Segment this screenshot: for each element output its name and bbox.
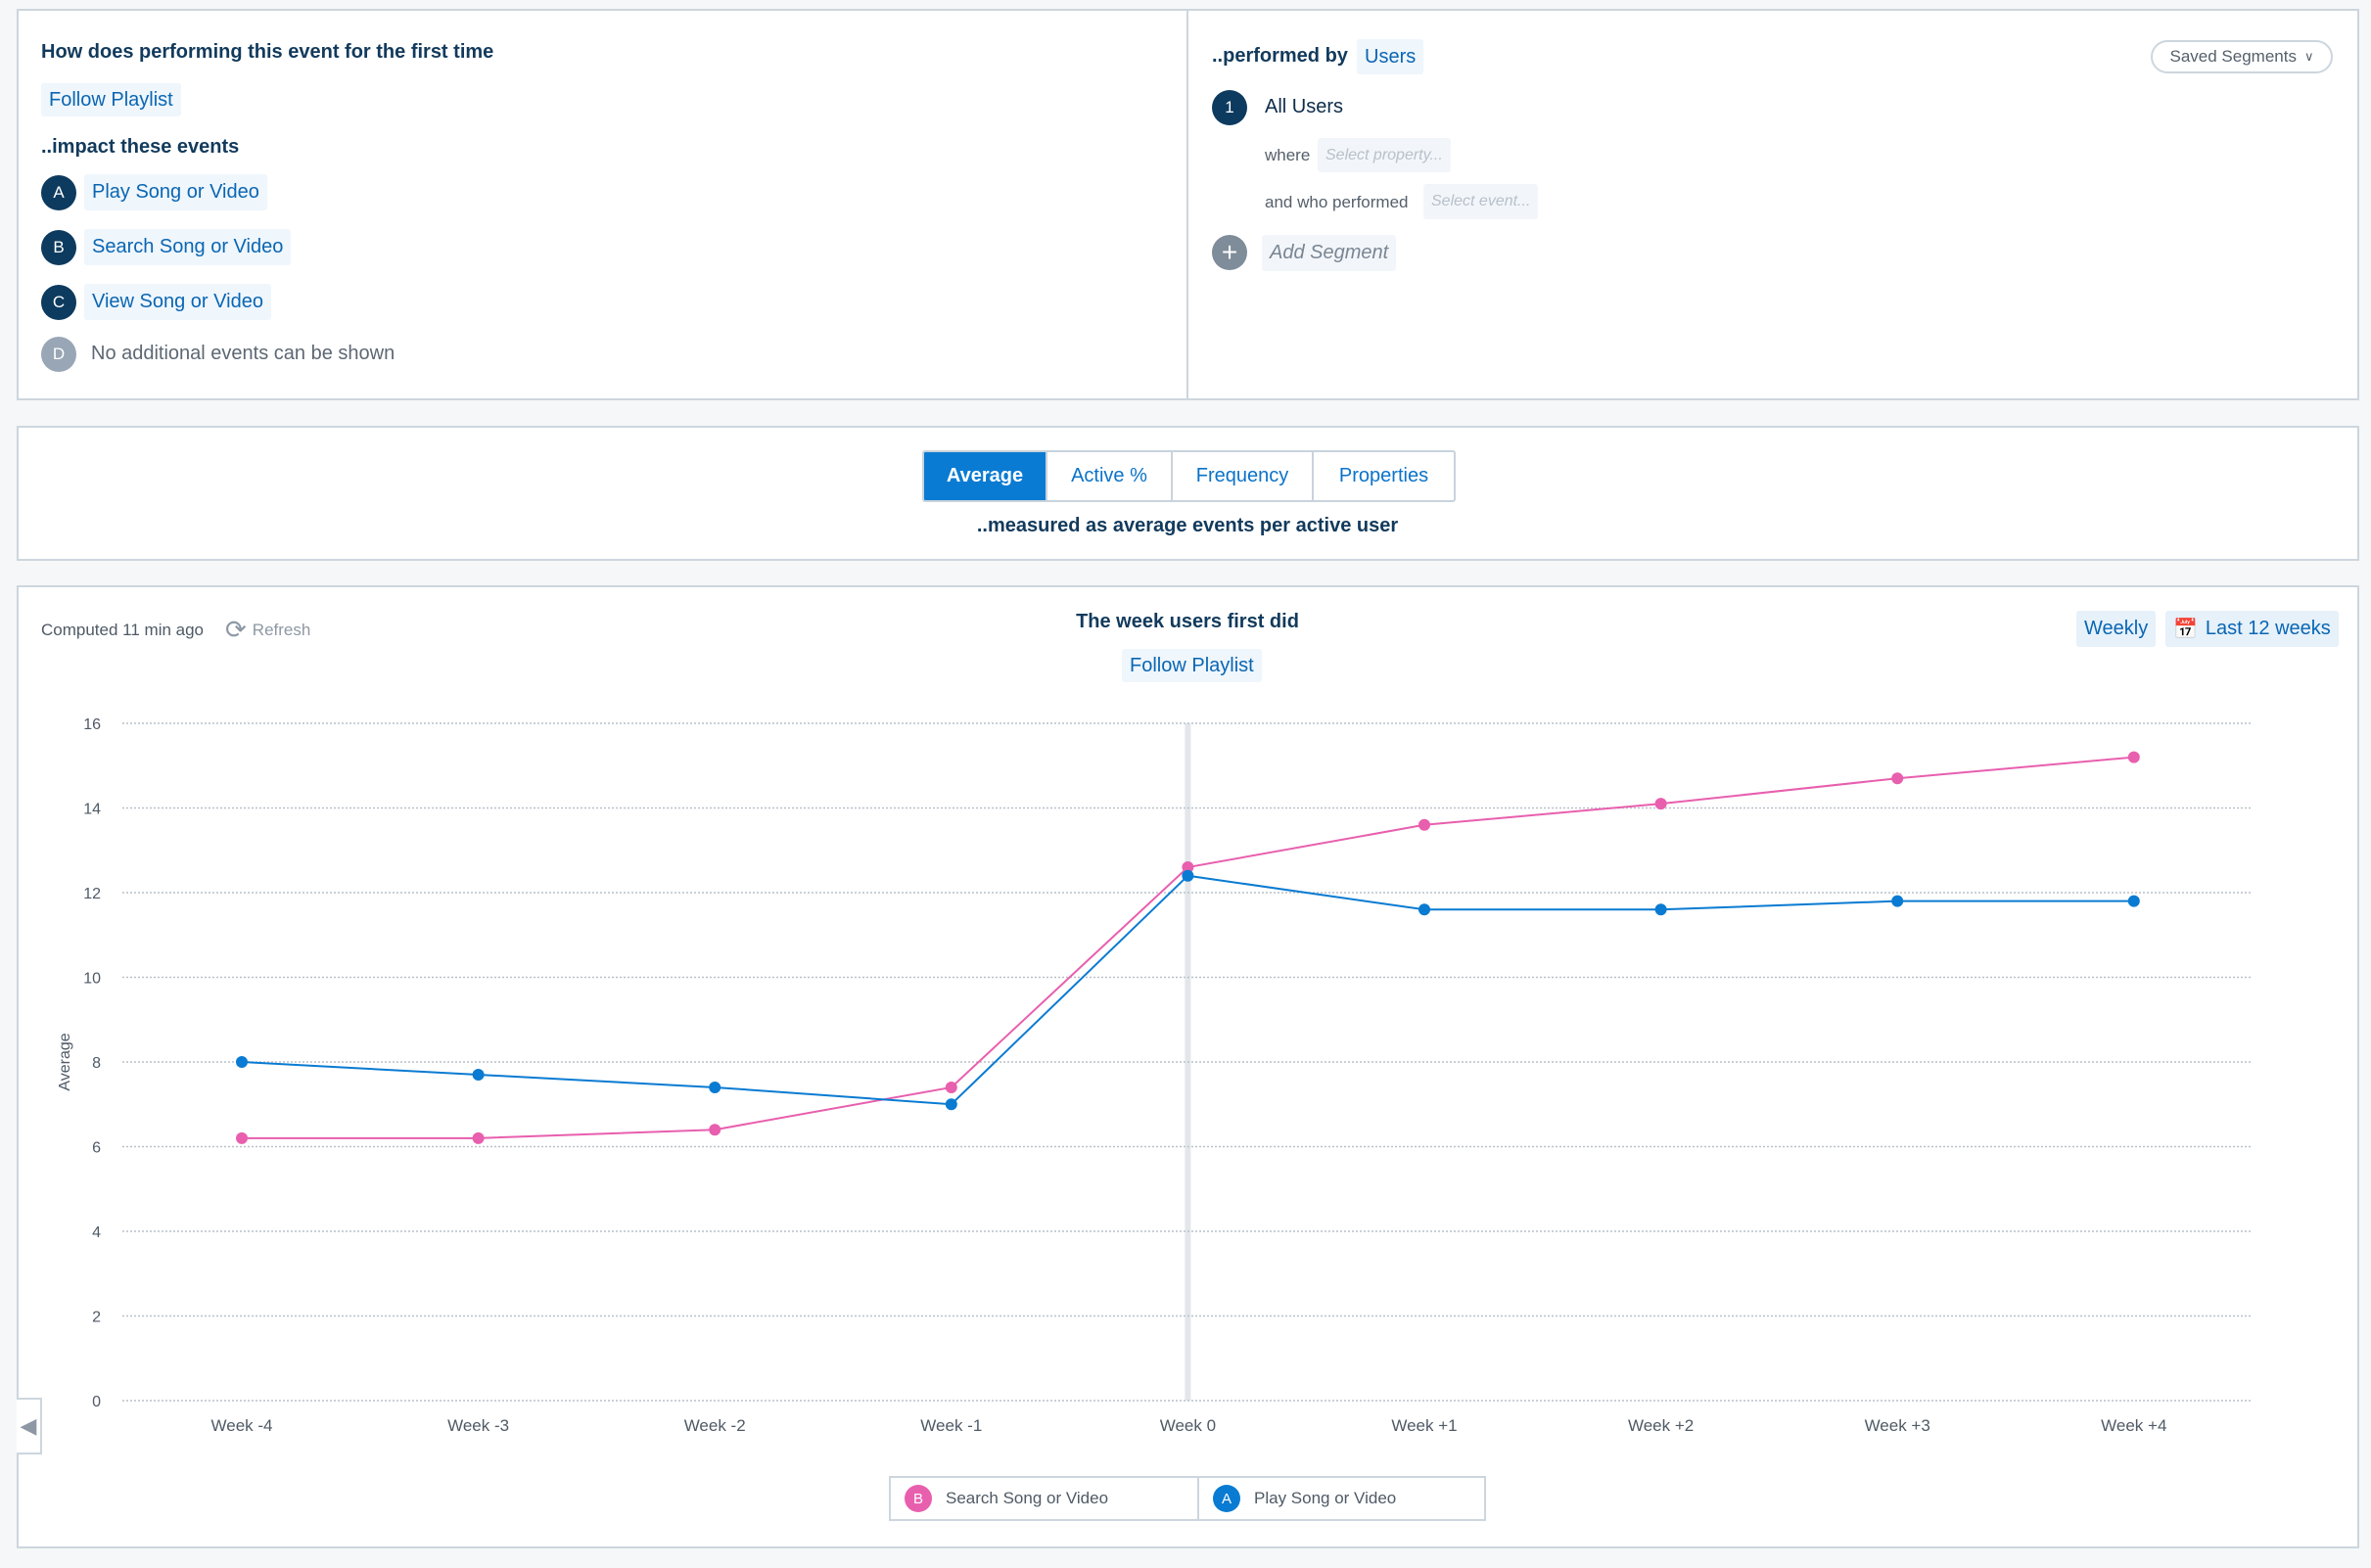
legend-item-b[interactable]: B Search Song or Video — [891, 1478, 1199, 1519]
results-title: The week users first did — [1076, 611, 1299, 632]
legend-b-badge: B — [905, 1485, 932, 1512]
computed-time: Computed 11 min ago — [41, 621, 205, 639]
performed-by-chip[interactable]: Users — [1357, 39, 1424, 74]
date-range-button[interactable]: 📅 Last 12 weeks — [2165, 611, 2339, 647]
tab-frequency[interactable]: Frequency — [1171, 452, 1312, 500]
legend-item-a[interactable]: A Play Song or Video — [1199, 1478, 1484, 1519]
tab-properties[interactable]: Properties — [1312, 452, 1454, 500]
event-c-chip[interactable]: View Song or Video — [84, 284, 271, 320]
legend-a-label: Play Song or Video — [1254, 1489, 1397, 1507]
interval-button[interactable]: Weekly — [2076, 611, 2157, 647]
scroll-left-button[interactable]: ◀ — [17, 1398, 42, 1454]
legend-b-label: Search Song or Video — [946, 1489, 1109, 1507]
impact-heading: ..impact these events — [41, 136, 240, 158]
plus-icon[interactable]: + — [1212, 235, 1247, 270]
saved-segments-dropdown[interactable]: Saved Segments ∨ — [2151, 40, 2333, 73]
select-property-input[interactable]: Select property... — [1318, 138, 1451, 172]
tab-active-percent[interactable]: Active % — [1046, 452, 1171, 500]
add-segment-button[interactable]: Add Segment — [1262, 235, 1397, 271]
refresh-icon: ⟳ — [225, 615, 247, 644]
question-heading: How does performing this event for the f… — [41, 41, 494, 63]
results-panel — [17, 585, 2359, 1548]
segment-number-badge: 1 — [1212, 90, 1247, 125]
event-b-chip[interactable]: Search Song or Video — [84, 229, 292, 265]
event-a-chip[interactable]: Play Song or Video — [84, 174, 267, 210]
event-a-badge: A — [41, 175, 76, 210]
date-range-label: Last 12 weeks — [2205, 618, 2331, 639]
event-c-badge: C — [41, 285, 76, 320]
results-event-chip[interactable]: Follow Playlist — [1122, 649, 1262, 682]
refresh-button[interactable]: ⟳ Refresh — [225, 615, 310, 645]
event-d-badge: D — [41, 337, 76, 372]
select-event-input[interactable]: Select event... — [1423, 184, 1539, 219]
metric-tabs: Average Active % Frequency Properties — [922, 450, 1456, 502]
refresh-label: Refresh — [252, 620, 311, 639]
legend-a-badge: A — [1213, 1485, 1240, 1512]
segment-name: All Users — [1265, 96, 1344, 117]
chart-legend: B Search Song or Video A Play Song or Vi… — [889, 1476, 1486, 1521]
performed-by-label: ..performed by — [1212, 45, 1348, 67]
saved-segments-label: Saved Segments — [2169, 47, 2297, 66]
chevron-down-icon: ∨ — [2303, 49, 2314, 64]
panel-divider — [1186, 10, 1188, 399]
who-performed-label: and who performed — [1265, 193, 1409, 211]
where-label: where — [1265, 146, 1311, 164]
tab-average[interactable]: Average — [924, 452, 1046, 500]
metric-description: ..measured as average events per active … — [976, 515, 1399, 536]
first-event-chip[interactable]: Follow Playlist — [41, 83, 181, 116]
no-more-events-text: No additional events can be shown — [91, 343, 395, 364]
event-b-badge: B — [41, 230, 76, 265]
calendar-icon: 📅 — [2173, 619, 2198, 640]
metric-panel — [17, 426, 2359, 561]
